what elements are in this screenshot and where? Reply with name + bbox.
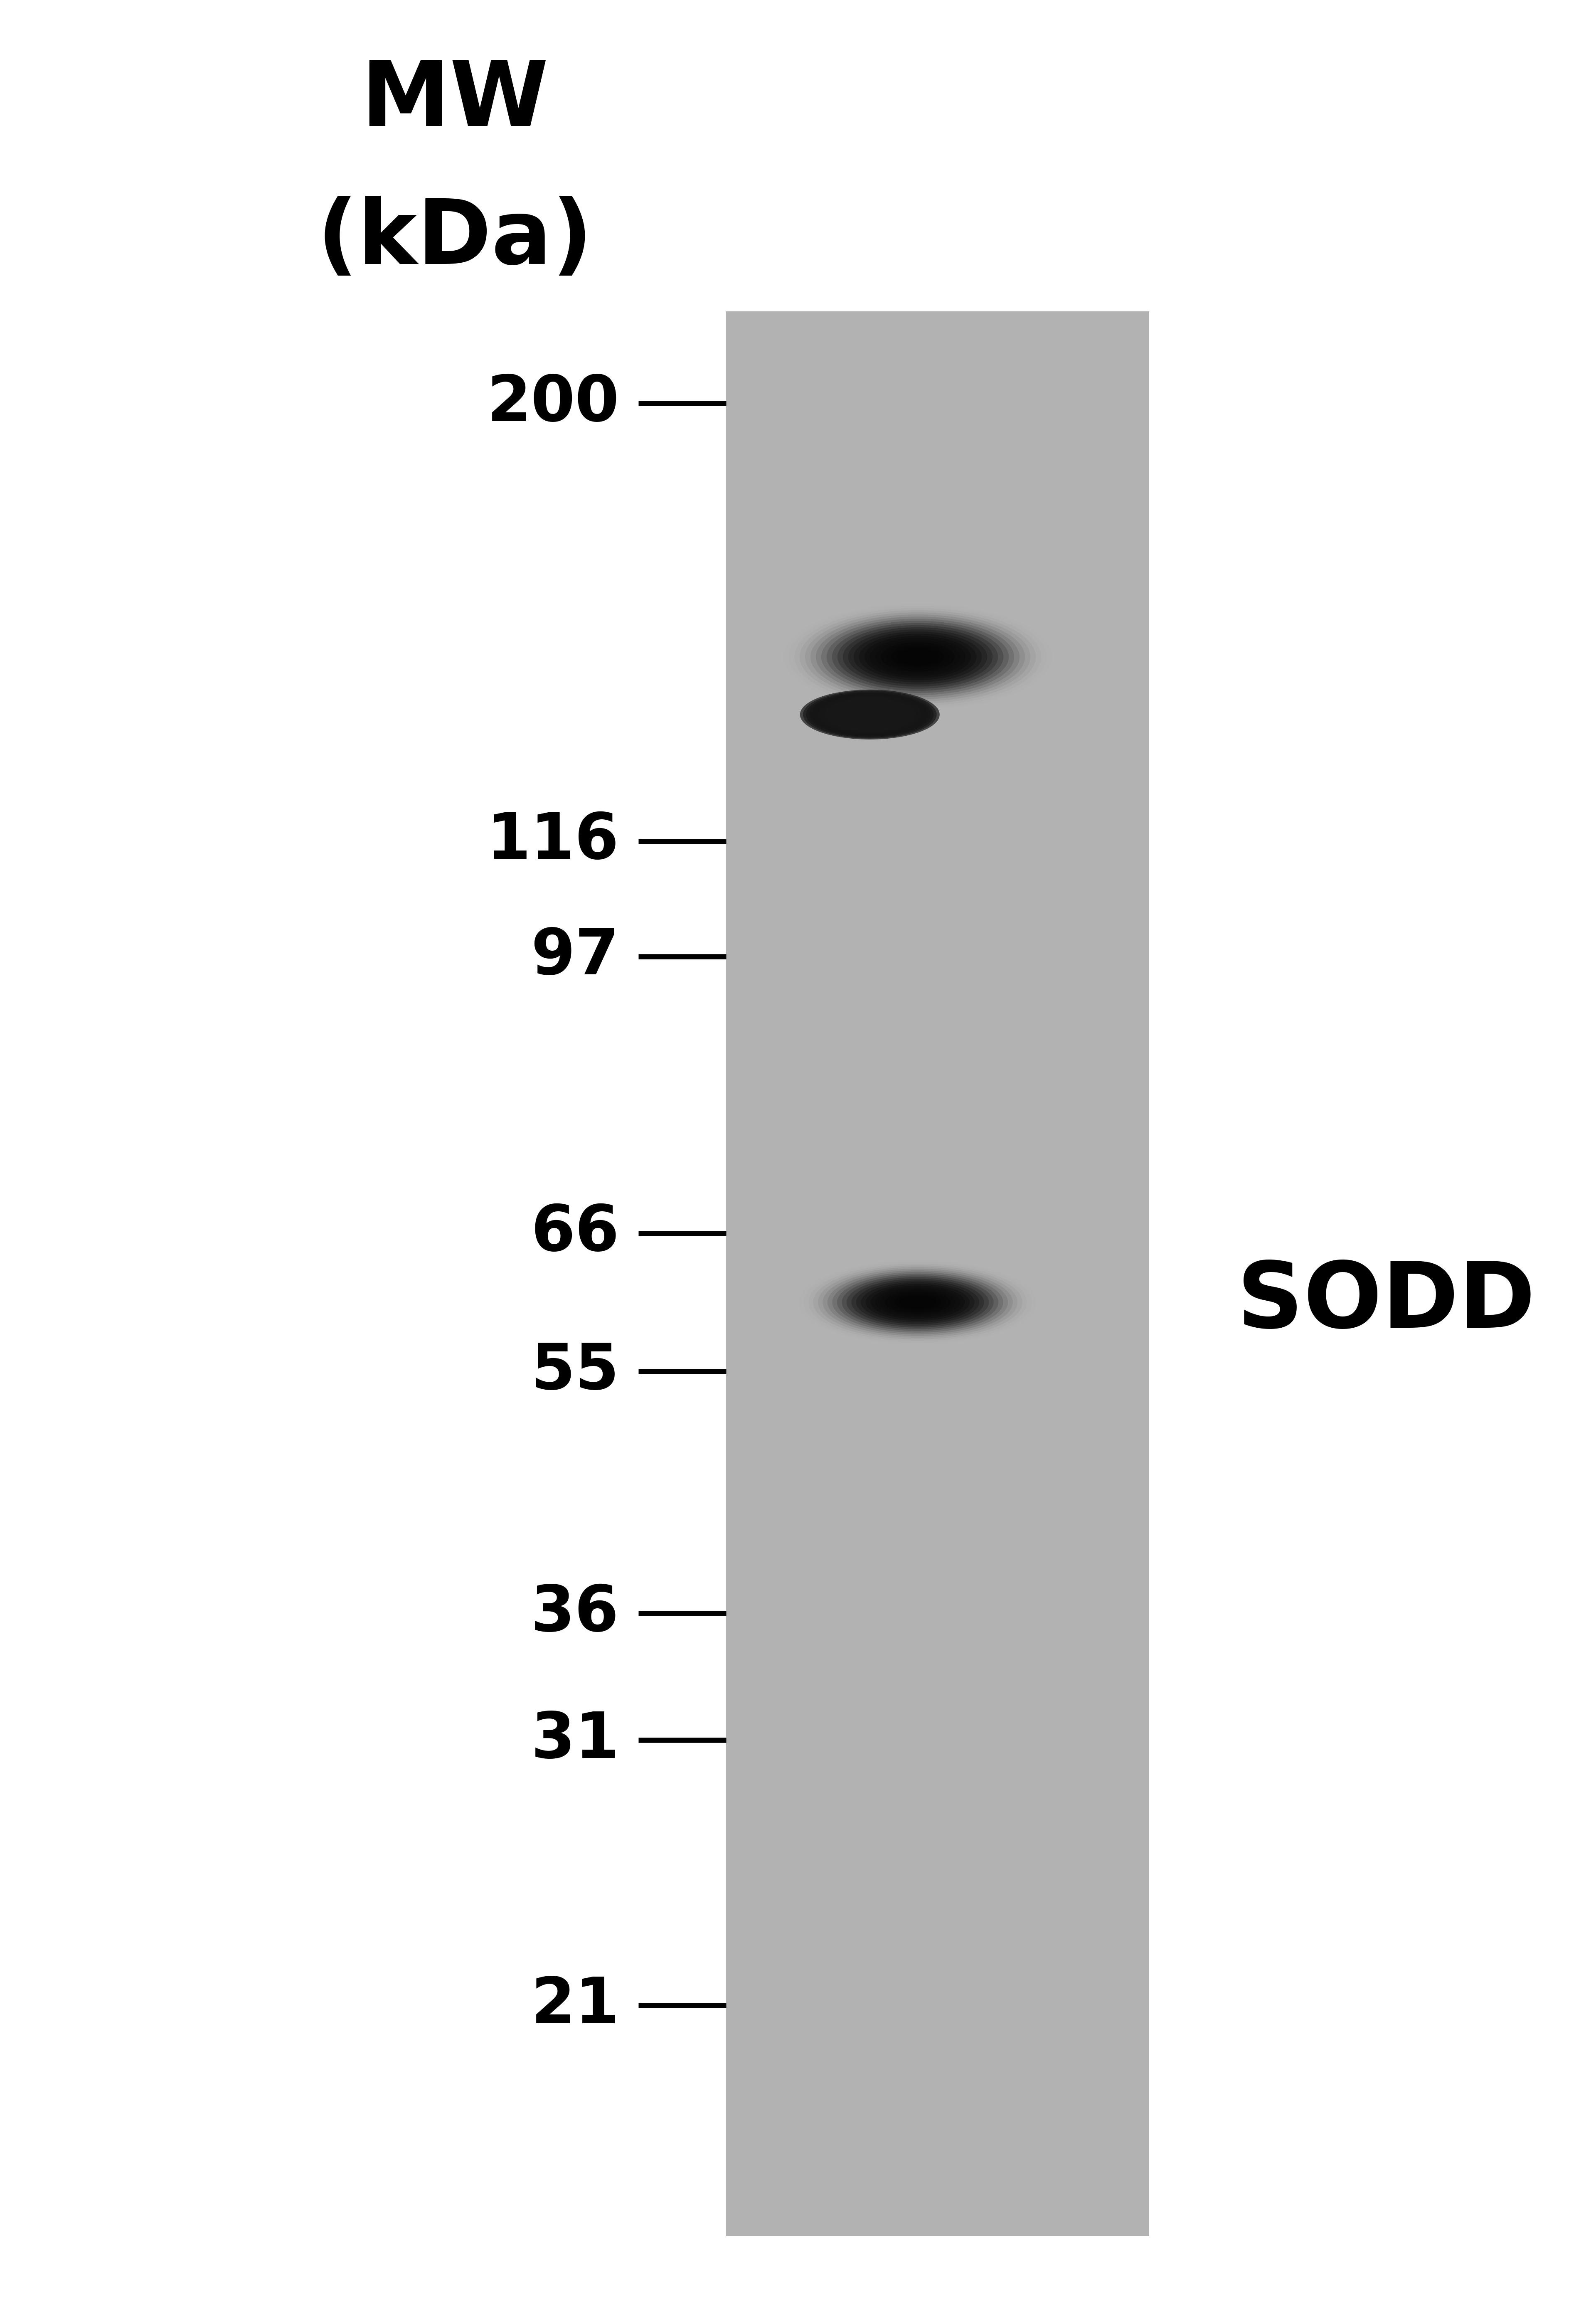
Text: (kDa): (kDa) — [318, 196, 592, 284]
Ellipse shape — [886, 645, 950, 668]
Ellipse shape — [884, 1291, 951, 1314]
Ellipse shape — [827, 1270, 1009, 1335]
Ellipse shape — [865, 1284, 970, 1321]
Ellipse shape — [854, 632, 982, 682]
Text: SODD: SODD — [1237, 1259, 1535, 1346]
Ellipse shape — [891, 645, 945, 668]
Ellipse shape — [889, 1293, 946, 1312]
Ellipse shape — [803, 692, 937, 738]
Text: MW: MW — [361, 58, 549, 145]
Ellipse shape — [822, 618, 1013, 696]
Text: 66: 66 — [531, 1203, 619, 1263]
Ellipse shape — [800, 689, 940, 740]
Ellipse shape — [836, 1275, 999, 1330]
Ellipse shape — [824, 698, 916, 731]
Ellipse shape — [846, 1277, 990, 1328]
Ellipse shape — [827, 620, 1009, 694]
Ellipse shape — [879, 1288, 956, 1316]
Ellipse shape — [804, 613, 1031, 701]
Ellipse shape — [897, 648, 938, 666]
Ellipse shape — [870, 1286, 966, 1318]
Ellipse shape — [832, 1272, 1004, 1332]
Ellipse shape — [809, 692, 930, 738]
Ellipse shape — [843, 627, 993, 687]
Text: 36: 36 — [531, 1584, 619, 1643]
Ellipse shape — [827, 698, 913, 731]
Ellipse shape — [865, 636, 970, 678]
Ellipse shape — [830, 698, 910, 731]
Ellipse shape — [817, 696, 922, 733]
Ellipse shape — [817, 1268, 1018, 1337]
Ellipse shape — [875, 641, 961, 673]
Text: 55: 55 — [531, 1342, 619, 1401]
Ellipse shape — [838, 625, 998, 689]
Ellipse shape — [851, 1279, 985, 1325]
Ellipse shape — [847, 629, 988, 685]
Ellipse shape — [870, 638, 966, 675]
Ellipse shape — [881, 643, 954, 671]
Text: 200: 200 — [487, 373, 619, 433]
Ellipse shape — [816, 615, 1020, 698]
Ellipse shape — [832, 622, 1004, 692]
Ellipse shape — [841, 1275, 994, 1330]
Ellipse shape — [806, 692, 934, 738]
Ellipse shape — [811, 615, 1025, 698]
Text: 31: 31 — [531, 1710, 619, 1770]
Ellipse shape — [855, 1282, 980, 1323]
Text: 97: 97 — [531, 927, 619, 987]
Ellipse shape — [820, 696, 919, 733]
Text: 116: 116 — [487, 811, 619, 871]
Ellipse shape — [822, 1268, 1013, 1337]
Text: 21: 21 — [531, 1975, 619, 2035]
Ellipse shape — [816, 694, 924, 735]
Ellipse shape — [894, 1293, 942, 1312]
Ellipse shape — [859, 634, 977, 680]
Ellipse shape — [899, 1295, 937, 1309]
Ellipse shape — [860, 1282, 975, 1323]
Bar — [726, 311, 1149, 2236]
Ellipse shape — [812, 694, 927, 735]
Ellipse shape — [875, 1286, 961, 1318]
